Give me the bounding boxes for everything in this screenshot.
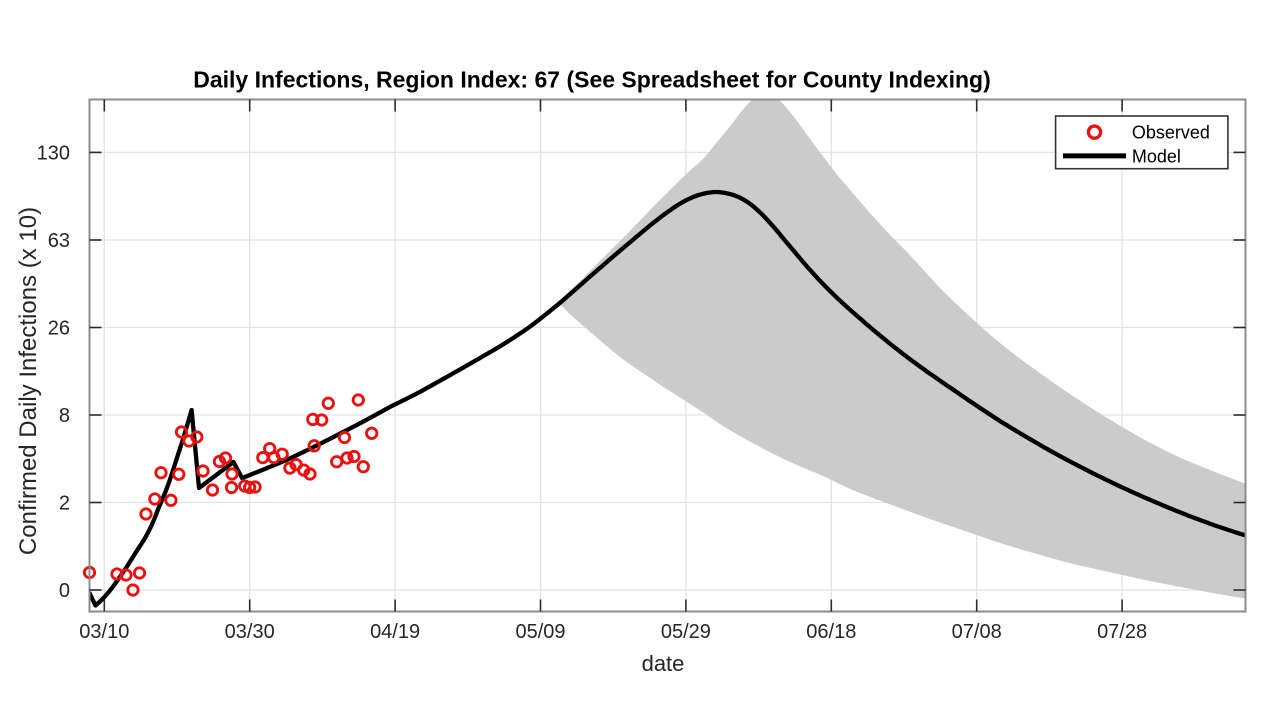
- svg-text:2: 2: [59, 493, 70, 515]
- svg-text:130: 130: [37, 142, 70, 164]
- svg-text:Model: Model: [1132, 146, 1181, 166]
- svg-text:03/30: 03/30: [225, 621, 275, 643]
- svg-text:26: 26: [48, 318, 70, 340]
- svg-text:Daily Infections, Region Index: Daily Infections, Region Index: 67 (See …: [193, 67, 990, 93]
- svg-text:05/29: 05/29: [661, 621, 711, 643]
- svg-text:04/19: 04/19: [370, 621, 420, 643]
- svg-text:Observed: Observed: [1132, 123, 1210, 143]
- svg-text:date: date: [642, 651, 685, 676]
- svg-text:07/28: 07/28: [1097, 621, 1147, 643]
- svg-text:8: 8: [59, 405, 70, 427]
- svg-text:63: 63: [48, 230, 70, 252]
- svg-text:06/18: 06/18: [806, 621, 856, 643]
- svg-text:Confirmed Daily Infections (x: Confirmed Daily Infections (x 10): [15, 207, 42, 555]
- svg-text:0: 0: [59, 580, 70, 602]
- svg-text:05/09: 05/09: [515, 621, 565, 643]
- svg-text:03/10: 03/10: [79, 621, 129, 643]
- svg-text:07/08: 07/08: [952, 621, 1002, 643]
